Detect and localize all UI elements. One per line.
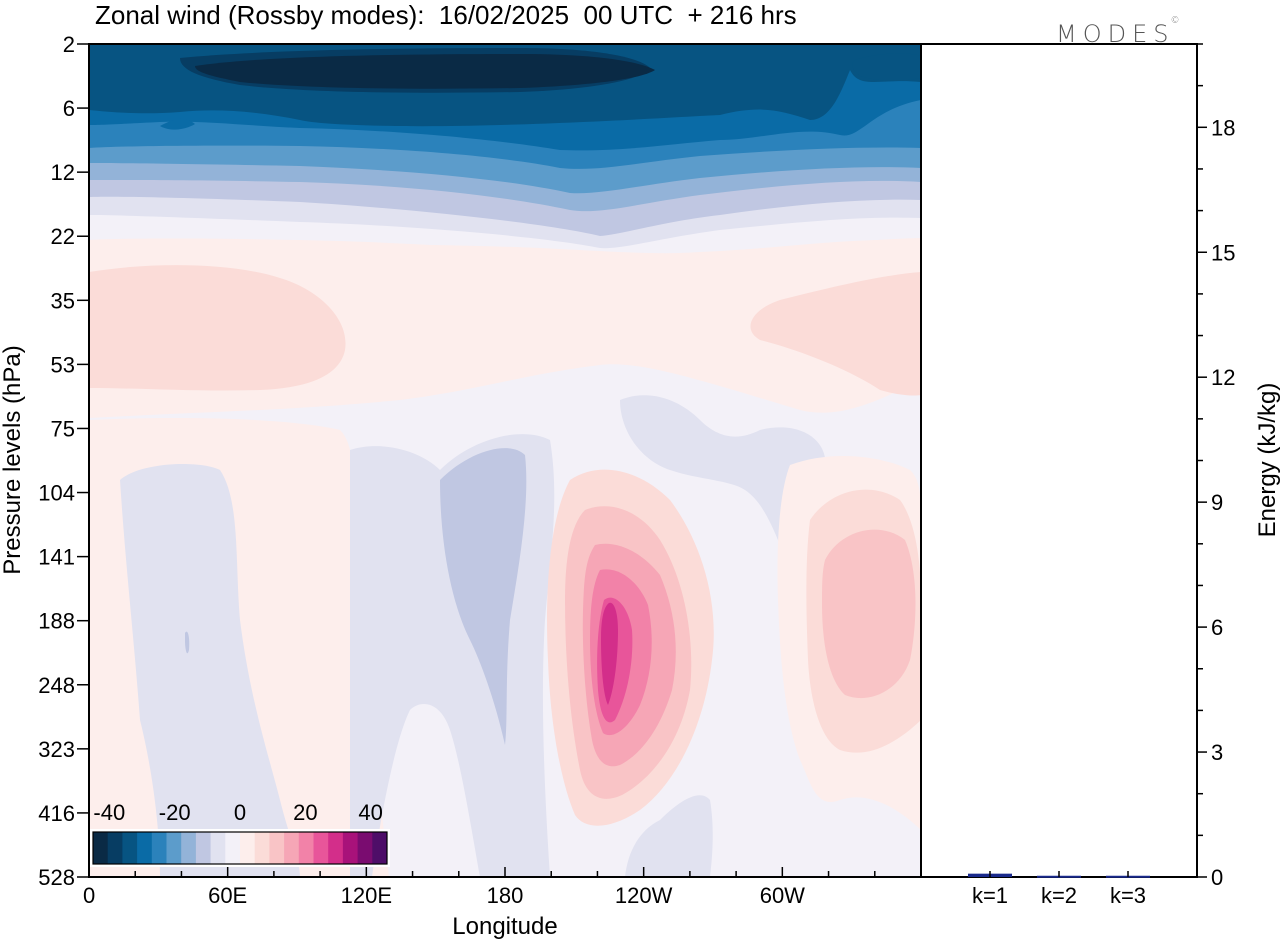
pressure-tick-label: 12 bbox=[51, 160, 75, 185]
colorbar-swatch bbox=[284, 832, 300, 864]
contour-neg40-core bbox=[195, 54, 655, 89]
energy-tick-label: 15 bbox=[1211, 240, 1235, 265]
colorbar-swatch bbox=[298, 832, 314, 864]
energy-panel-frame bbox=[920, 43, 1198, 878]
longitude-tick-label: 180 bbox=[487, 883, 524, 908]
contour-neg5-mid bbox=[440, 448, 527, 745]
pressure-tick-label: 22 bbox=[51, 224, 75, 249]
colorbar-swatch bbox=[210, 832, 226, 864]
contour-neg2-lower-left bbox=[120, 464, 300, 877]
longitude-tick-label: 120E bbox=[341, 883, 392, 908]
colorbar-tick-label: 40 bbox=[358, 800, 382, 825]
zonal-wind-heatmap bbox=[89, 44, 921, 877]
energy-tick-label: 12 bbox=[1211, 365, 1235, 390]
contour-neg-speck-upper bbox=[160, 118, 195, 130]
energy-category-label: k=3 bbox=[1110, 883, 1146, 908]
copyright-mark: © bbox=[1170, 16, 1180, 26]
pressure-tick-label: 35 bbox=[51, 288, 75, 313]
pressure-axis: 2 6 12 22 35 53 75 104 141 188 248 323 416 528 bbox=[38, 32, 89, 890]
pressure-tick-label: 75 bbox=[51, 416, 75, 441]
energy-tick-label: 6 bbox=[1211, 615, 1223, 640]
contour-pos5-right-lobe bbox=[750, 272, 921, 396]
energy-tick-label: 9 bbox=[1211, 490, 1223, 515]
contour-upper-right-blob bbox=[852, 53, 921, 81]
contour-pos30-core bbox=[601, 602, 618, 705]
contour-pos-left-dot bbox=[266, 504, 295, 583]
energy-tick-label: 18 bbox=[1211, 115, 1235, 140]
colorbar-swatch bbox=[151, 832, 167, 864]
colorbar-swatch bbox=[269, 832, 285, 864]
y-axis-title: Pressure levels (hPa) bbox=[0, 345, 26, 574]
colorbar-swatch bbox=[313, 832, 329, 864]
colorbar: -40 -20 0 20 40 bbox=[90, 800, 390, 867]
colorbar-swatch bbox=[357, 832, 373, 864]
contour-pos10-right bbox=[822, 529, 916, 699]
energy-tick-label: 3 bbox=[1211, 740, 1223, 765]
contour-pos-small-dot bbox=[307, 676, 326, 734]
pressure-tick-label: 323 bbox=[38, 737, 75, 762]
longitude-tick-label: 0 bbox=[83, 883, 95, 908]
contour-pos5-left-lobe bbox=[89, 265, 346, 391]
energy-axis: 0 3 6 9 12 15 18 bbox=[1197, 43, 1235, 890]
colorbar-swatch bbox=[372, 832, 388, 864]
contour-neg-speck bbox=[185, 631, 190, 654]
colorbar-swatch bbox=[122, 832, 138, 864]
energy-category-label: k=2 bbox=[1041, 883, 1077, 908]
pressure-tick-label: 2 bbox=[63, 32, 75, 57]
longitude-tick-label: 60W bbox=[760, 883, 805, 908]
colorbar-tick-label: 0 bbox=[234, 800, 246, 825]
longitude-axis: 0 60E 120E 180 120W 60W bbox=[83, 867, 922, 908]
colorbar-swatch bbox=[107, 832, 123, 864]
contour-neg2-bottom bbox=[625, 795, 713, 877]
colorbar-swatch bbox=[225, 832, 241, 864]
colorbar-swatch bbox=[342, 832, 359, 864]
colorbar-swatch bbox=[93, 832, 109, 864]
x-axis-title: Longitude bbox=[452, 913, 557, 940]
pressure-tick-label: 53 bbox=[51, 352, 75, 377]
colorbar-swatch bbox=[328, 832, 344, 864]
colorbar-tick-label: -20 bbox=[159, 800, 191, 825]
colorbar-swatch bbox=[166, 832, 182, 864]
contour-neg2-upper-right bbox=[620, 395, 826, 545]
colorbar-swatch bbox=[181, 832, 197, 864]
pressure-tick-label: 528 bbox=[38, 865, 75, 890]
colorbar-frame bbox=[92, 831, 388, 865]
colorbar-swatch bbox=[254, 832, 270, 864]
energy-tick-label: 0 bbox=[1211, 865, 1223, 890]
pressure-tick-label: 248 bbox=[38, 673, 75, 698]
longitude-tick-label: 120W bbox=[615, 883, 673, 908]
colorbar-tick-label: 20 bbox=[293, 800, 317, 825]
colorbar-swatch bbox=[240, 832, 256, 864]
pressure-tick-label: 141 bbox=[38, 545, 75, 570]
energy-bars: k=1 k=2 k=3 bbox=[968, 871, 1150, 908]
colorbar-swatch bbox=[195, 832, 212, 864]
colorbar-tick-label: -40 bbox=[93, 800, 125, 825]
colorbar-swatch bbox=[137, 832, 153, 864]
energy-axis-title: Energy (kJ/kg) bbox=[1254, 383, 1280, 538]
longitude-tick-label: 60E bbox=[208, 883, 247, 908]
energy-category-label: k=1 bbox=[972, 883, 1008, 908]
pressure-tick-label: 104 bbox=[38, 481, 75, 506]
pressure-tick-label: 188 bbox=[38, 609, 75, 634]
pressure-tick-label: 416 bbox=[38, 801, 75, 826]
pressure-tick-label: 6 bbox=[63, 96, 75, 121]
chart-title: Zonal wind (Rossby modes): 16/02/2025 00… bbox=[95, 0, 797, 30]
